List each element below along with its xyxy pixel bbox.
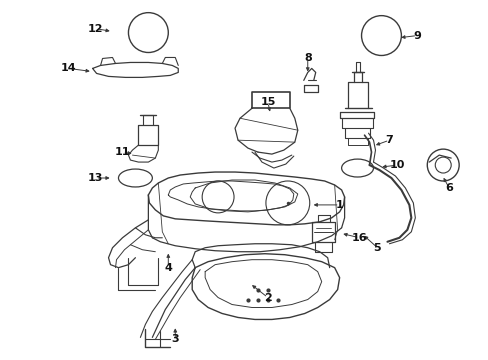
- Text: 15: 15: [260, 97, 275, 107]
- Text: 10: 10: [389, 160, 404, 170]
- Text: 8: 8: [303, 54, 311, 63]
- Text: 3: 3: [171, 334, 179, 345]
- Text: 1: 1: [335, 200, 343, 210]
- Text: 4: 4: [164, 263, 172, 273]
- Text: 13: 13: [88, 173, 103, 183]
- Text: 16: 16: [351, 233, 366, 243]
- Text: 6: 6: [445, 183, 452, 193]
- Text: 12: 12: [88, 24, 103, 33]
- Text: 2: 2: [264, 293, 271, 302]
- Text: 14: 14: [61, 63, 76, 73]
- Text: 11: 11: [115, 147, 130, 157]
- Text: 5: 5: [373, 243, 381, 253]
- Text: 9: 9: [412, 31, 420, 41]
- Text: 7: 7: [385, 135, 392, 145]
